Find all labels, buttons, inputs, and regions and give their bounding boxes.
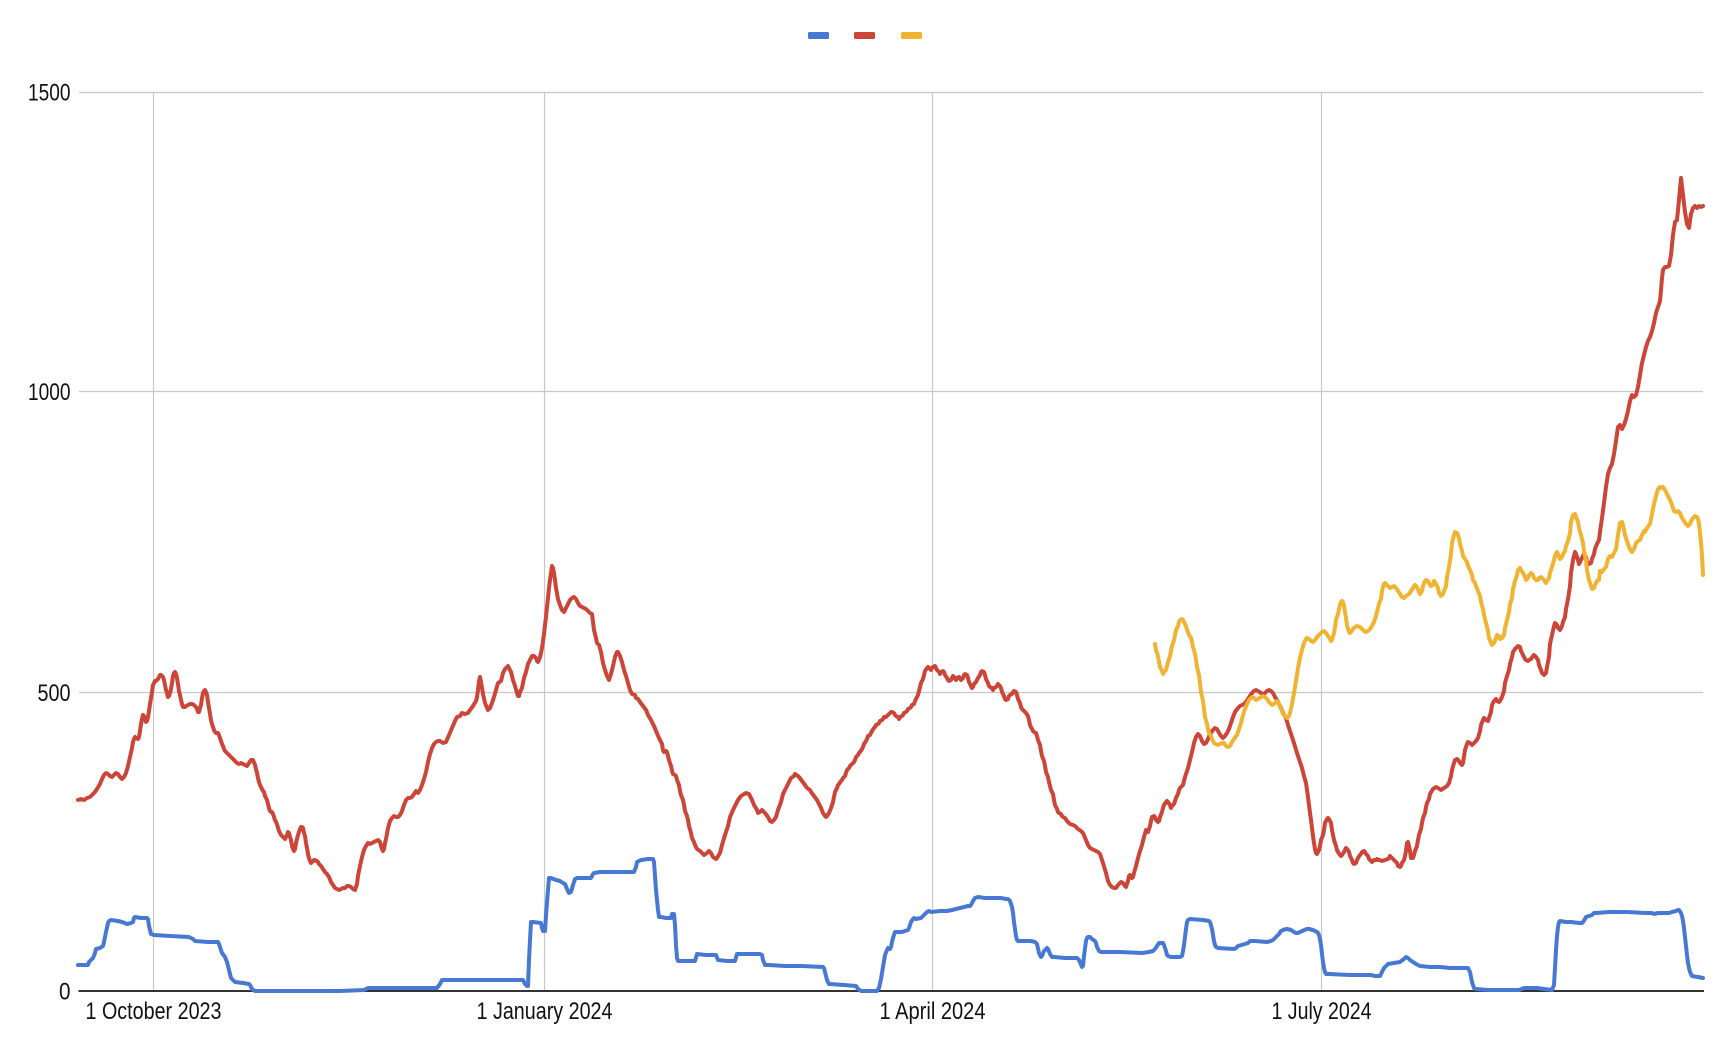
svg-text:1 July 2024: 1 July 2024 bbox=[1272, 998, 1372, 1025]
svg-text:1 January 2024: 1 January 2024 bbox=[477, 998, 613, 1025]
svg-text:0: 0 bbox=[59, 979, 71, 1006]
svg-text:1 October 2023: 1 October 2023 bbox=[86, 998, 222, 1025]
svg-text:1000: 1000 bbox=[28, 379, 71, 406]
svg-text:500: 500 bbox=[38, 680, 71, 707]
svg-text:1500: 1500 bbox=[28, 80, 71, 107]
svg-text:1 April 2024: 1 April 2024 bbox=[880, 998, 986, 1025]
